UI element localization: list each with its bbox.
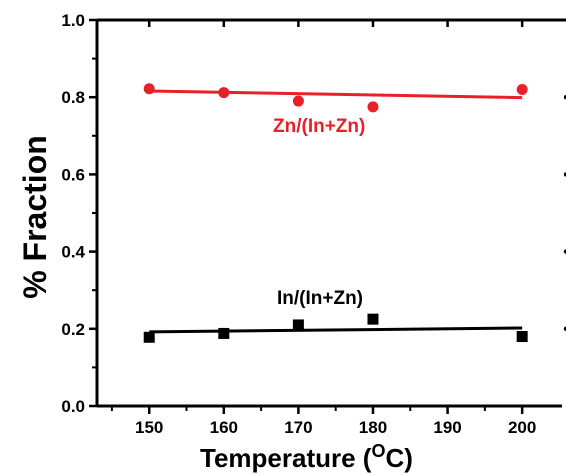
data-point-0 xyxy=(143,83,155,95)
data-point-1 xyxy=(292,319,304,331)
x-tick-label: 180 xyxy=(359,418,387,437)
x-axis-ticks: 150 160 170 180 190 200 xyxy=(110,20,536,437)
x-tick-label: 170 xyxy=(284,418,312,437)
data-point-1 xyxy=(143,331,155,343)
x-tick-label: 160 xyxy=(210,418,238,437)
series-label-in: In/(In+Zn) xyxy=(277,288,363,309)
y-tick-label: 0.6 xyxy=(61,165,85,184)
fit-lines xyxy=(149,89,523,334)
plot-frame xyxy=(95,18,566,408)
data-point-0 xyxy=(292,95,304,107)
y-tick-label: 0.2 xyxy=(61,320,85,339)
y-axis-title: % Fraction xyxy=(17,135,53,299)
data-point-0 xyxy=(516,83,528,95)
x-axis-title: Temperature (OC) xyxy=(200,441,413,473)
data-point-1 xyxy=(516,331,528,343)
right-edge-marks xyxy=(563,95,566,331)
right-edge-dot xyxy=(563,249,566,254)
right-edge-dot xyxy=(563,172,566,177)
y-axis-ticks: 0.0 0.2 0.4 0.6 0.8 1.0 xyxy=(61,11,97,416)
data-point-0 xyxy=(218,87,230,99)
y-tick-label: 0.4 xyxy=(61,243,85,262)
x-tick-label: 150 xyxy=(135,418,163,437)
x-axis-title-text: Temperature ( xyxy=(200,443,372,473)
right-edge-dot xyxy=(563,326,566,331)
y-tick-label: 1.0 xyxy=(61,11,85,30)
data-markers xyxy=(143,83,528,343)
x-axis-title-superscript: O xyxy=(371,441,385,461)
series-label-zn: Zn/(In+Zn) xyxy=(273,116,365,137)
x-tick-label: 190 xyxy=(433,418,461,437)
data-point-1 xyxy=(367,313,379,325)
x-tick-label: 200 xyxy=(508,418,536,437)
fit-line-0 xyxy=(149,89,523,100)
y-tick-label: 0.8 xyxy=(61,88,85,107)
data-point-0 xyxy=(367,101,379,113)
fit-line-1 xyxy=(149,326,523,334)
y-tick-label: 0.0 xyxy=(61,397,85,416)
data-point-1 xyxy=(218,327,230,339)
right-edge-dot xyxy=(563,95,566,100)
x-axis-title-suffix: C) xyxy=(385,443,412,473)
